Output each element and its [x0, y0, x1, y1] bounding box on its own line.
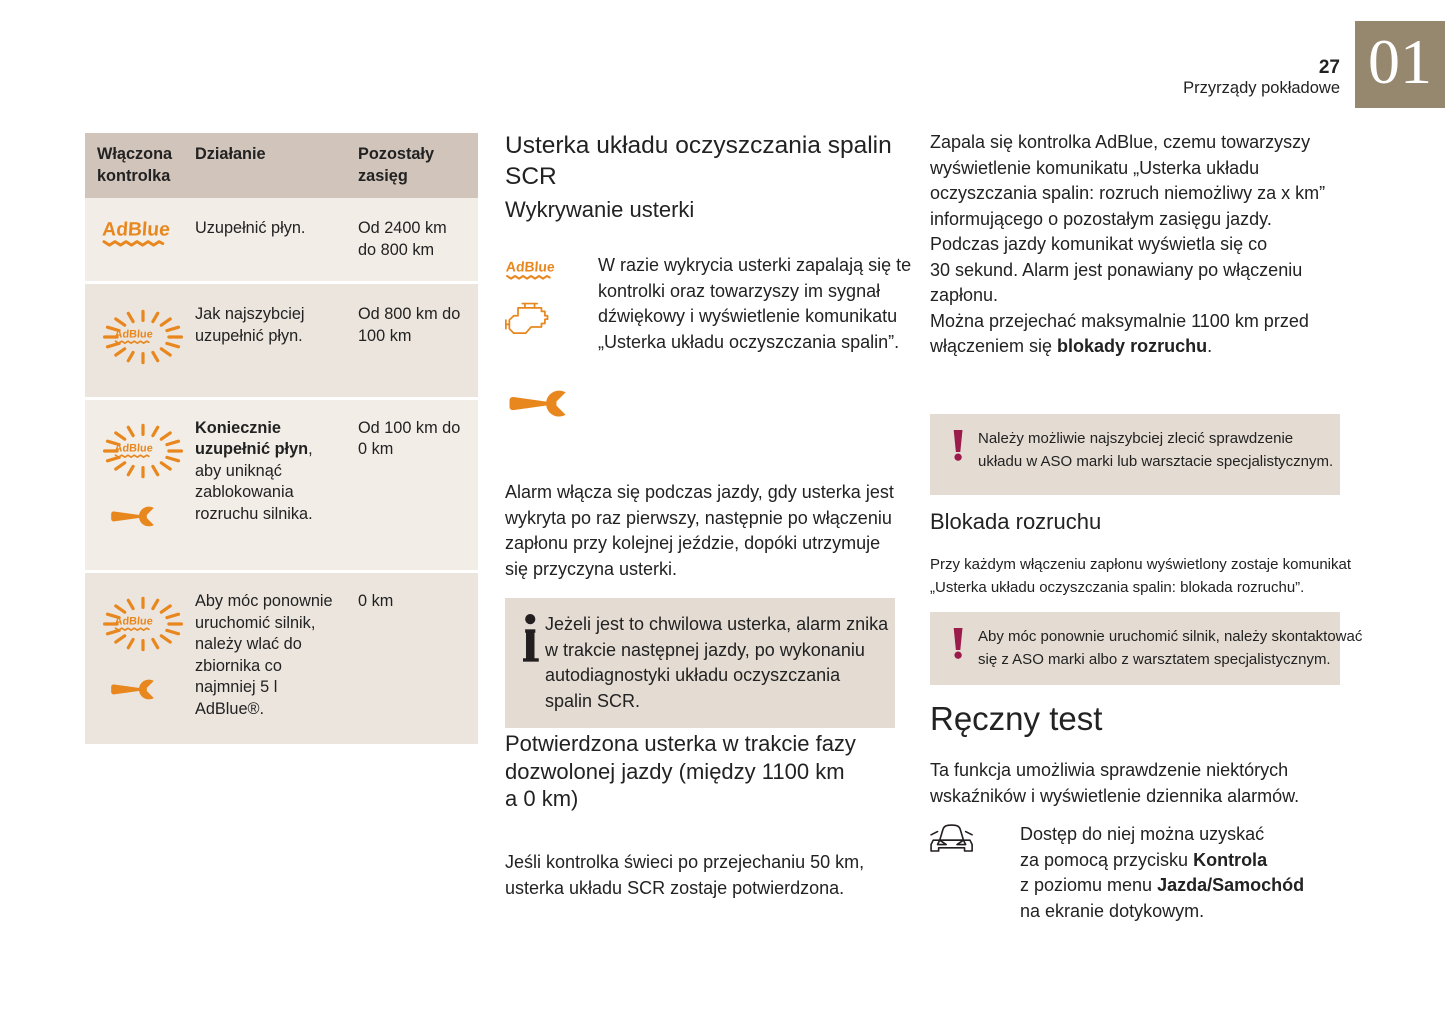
- svg-text:AdBlue: AdBlue: [505, 259, 555, 275]
- svg-text:AdBlue: AdBlue: [114, 616, 153, 628]
- svg-text:AdBlue: AdBlue: [114, 329, 153, 341]
- svg-text:AdBlue: AdBlue: [114, 442, 153, 454]
- svg-text:AdBlue: AdBlue: [102, 220, 171, 241]
